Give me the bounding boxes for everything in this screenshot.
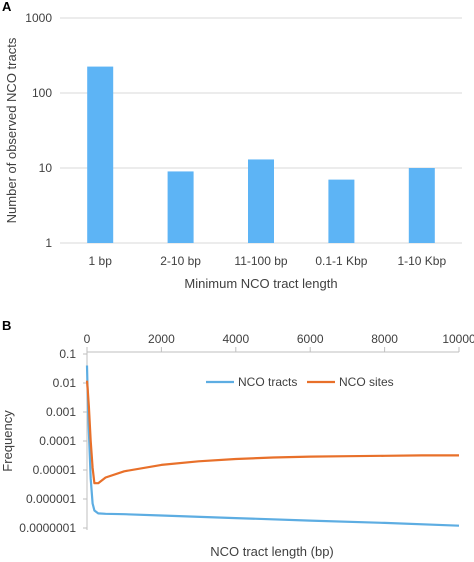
bar [248, 159, 274, 243]
x-tick-label: 4000 [222, 332, 249, 346]
bar [87, 66, 114, 244]
x-tick-label: 0.1-1 Kbp [315, 254, 367, 268]
x-tick-label: 1 bp [89, 254, 113, 268]
y-tick-label: 100 [32, 86, 52, 100]
panel-a-label: A [2, 0, 12, 14]
y-tick-label: 0.000001 [26, 492, 76, 506]
x-tick-label: 10000 [442, 332, 474, 346]
bar [328, 179, 355, 243]
series-line-nco-tracts [85, 365, 460, 527]
y-tick-label: 0.0001 [39, 434, 76, 448]
y-tick-label: 0.0000001 [19, 521, 76, 535]
x-tick-label: 2-10 bp [160, 254, 201, 268]
x-axis-title: Minimum NCO tract length [184, 276, 337, 291]
y-axis-title: Number of observed NCO tracts [4, 37, 19, 223]
bar [167, 171, 194, 243]
y-tick-label: 0.00001 [33, 463, 77, 477]
x-tick-label: 11-100 bp [234, 254, 287, 268]
x-axis-title: NCO tract length (bp) [210, 544, 334, 559]
y-tick-label: 1000 [25, 11, 52, 25]
x-tick-label: 2000 [148, 332, 175, 346]
y-tick-label: 0.01 [53, 376, 77, 390]
y-tick-label: 10 [39, 161, 53, 175]
x-tick-label: 0 [84, 332, 91, 346]
x-tick-label: 1-10 Kbp [397, 254, 446, 268]
legend-label: NCO tracts [238, 375, 297, 389]
panel-b-label: B [2, 318, 12, 333]
y-tick-label: 0.1 [59, 347, 76, 361]
bar [408, 168, 435, 243]
y-axis-title: Frequency [0, 410, 15, 472]
bar-chart-panel-a: 1 10 100 1000 1 bp 2-10 bp 11-100 bp 0.1-1 Kbp 1… [4, 11, 462, 291]
legend-label: NCO sites [339, 375, 394, 389]
y-tick-label: 1 [45, 236, 52, 250]
series-line-nco-sites [85, 380, 459, 485]
x-tick-label: 6000 [297, 332, 324, 346]
y-tick-label: 0.001 [46, 405, 76, 419]
x-tick-label: 8000 [371, 332, 398, 346]
